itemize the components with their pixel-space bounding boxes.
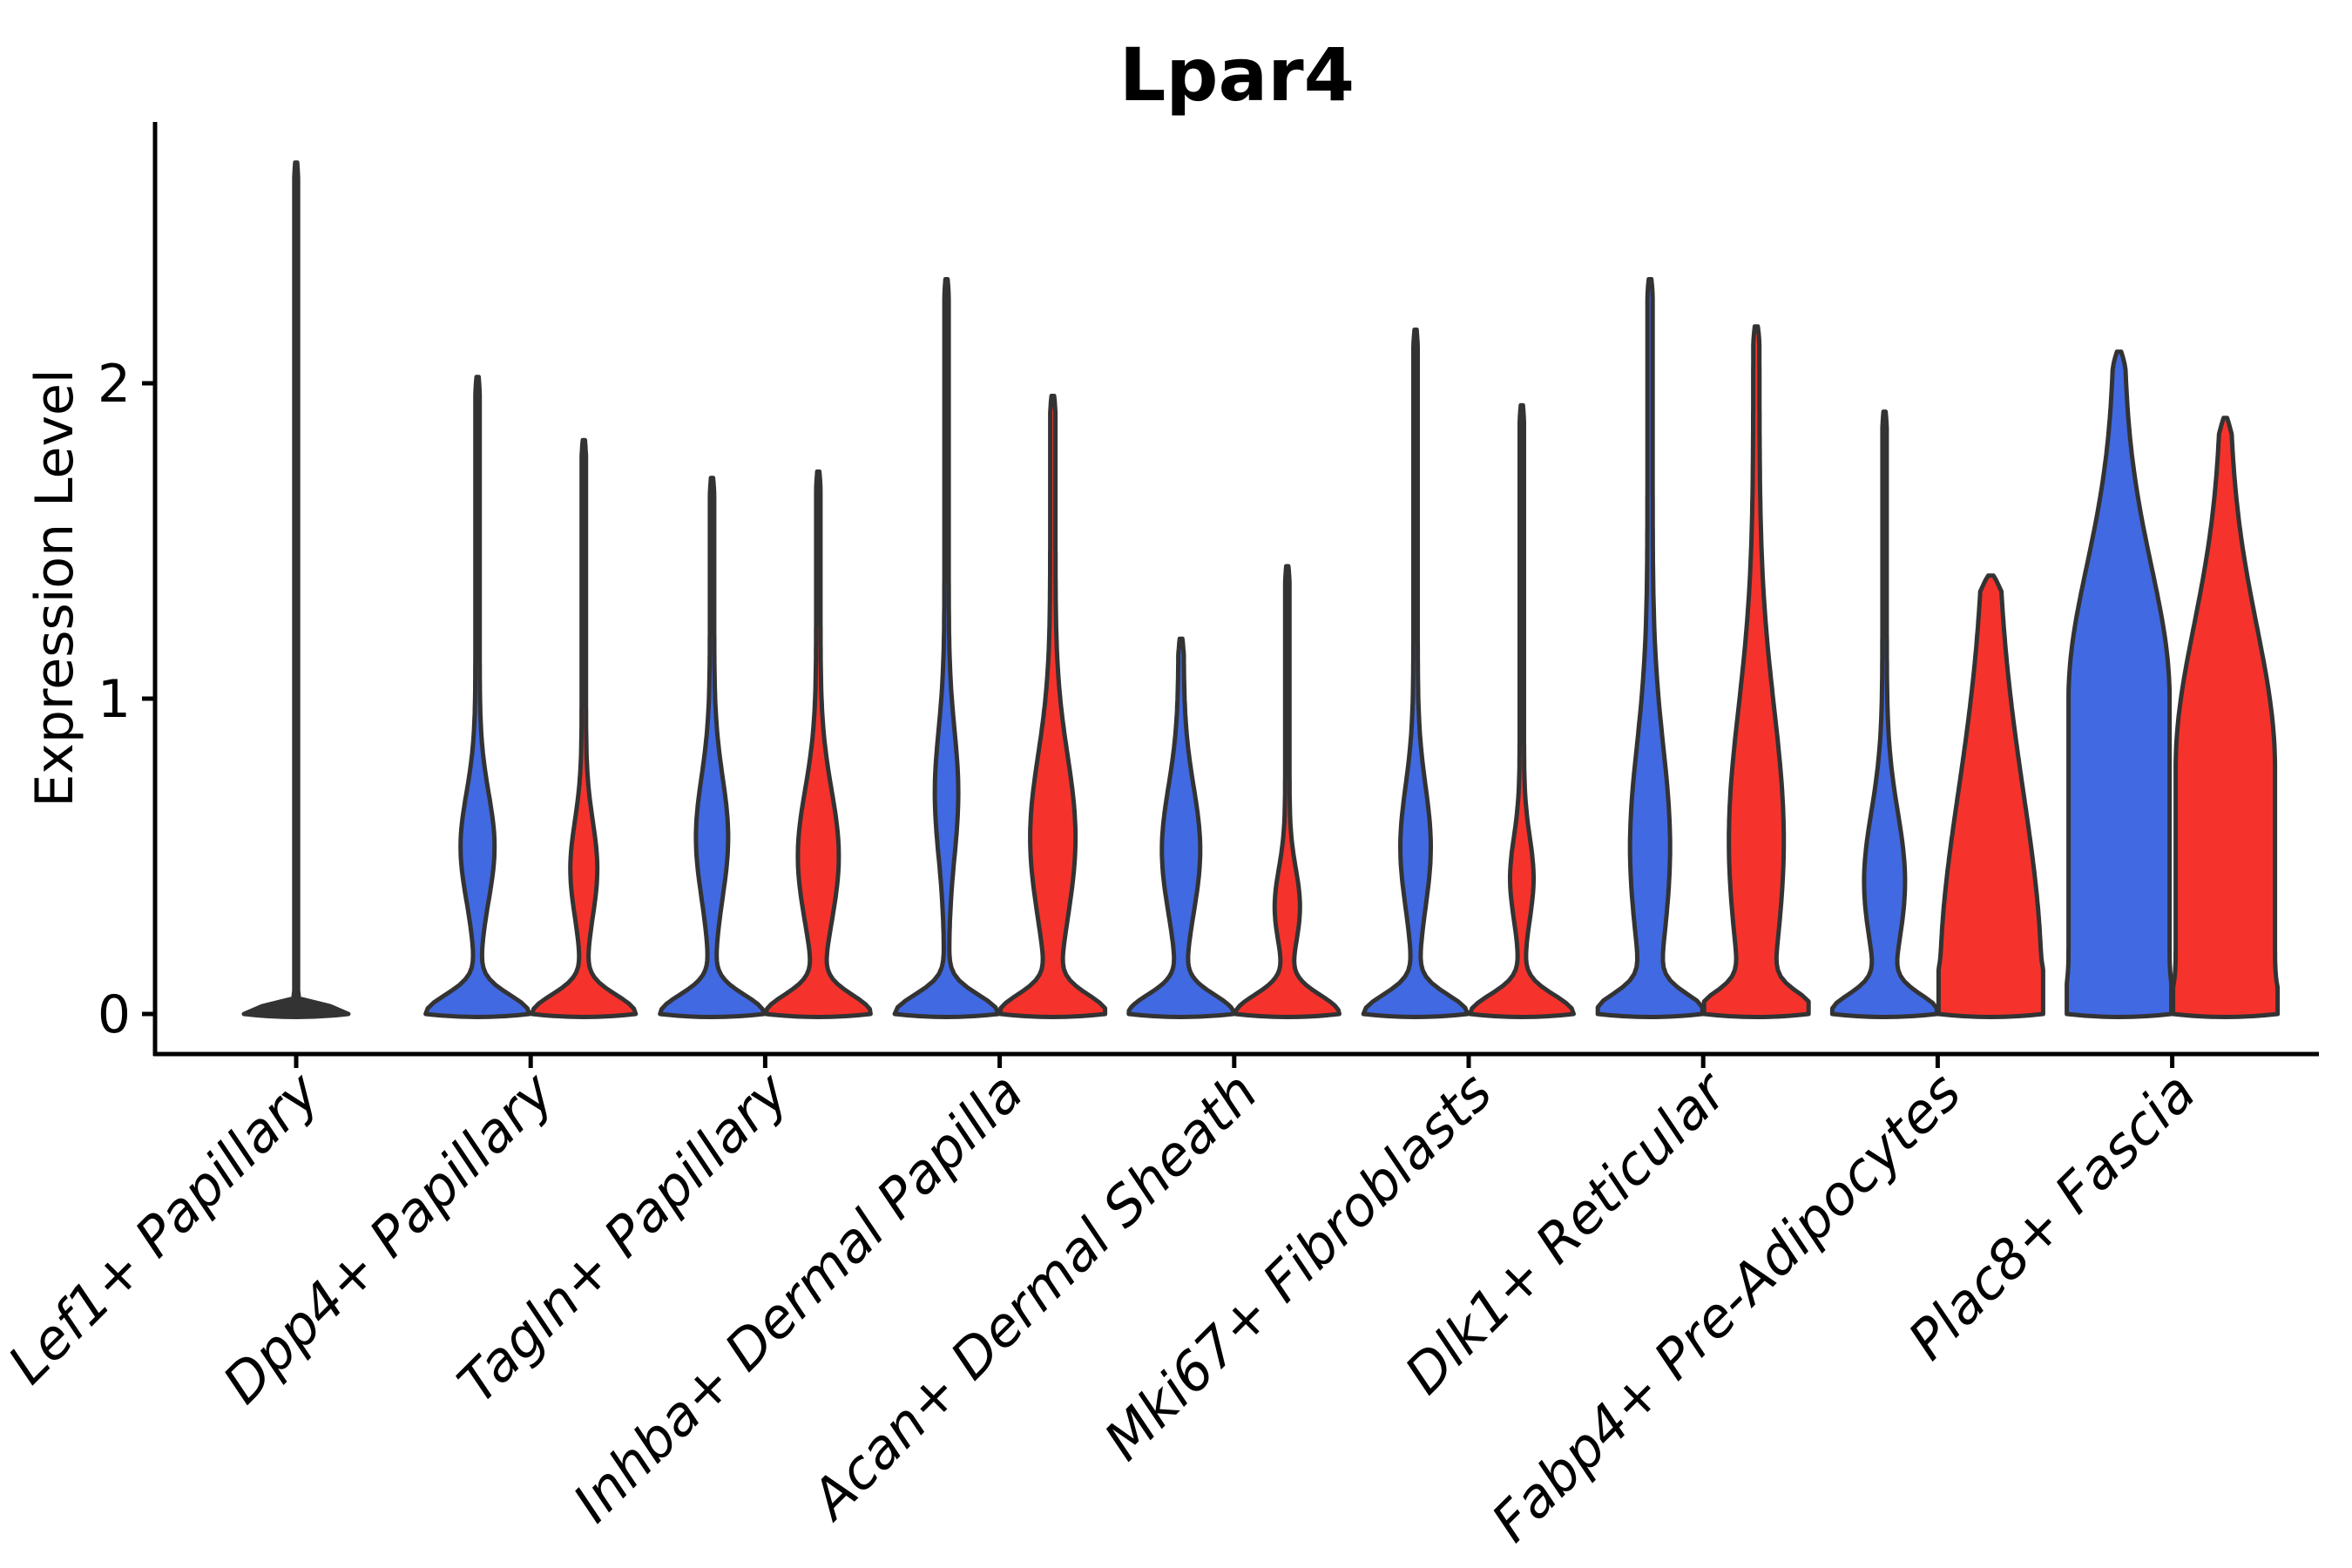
violin-dlk1-reticular-blue — [1595, 277, 1705, 1019]
y-tick-label: 0 — [98, 984, 131, 1045]
axes-layer — [142, 122, 2319, 1068]
violin-inhba-dermal-papilla-blue — [892, 277, 1001, 1019]
x-category-label: Mki67+ Fibroblasts — [1092, 1060, 1504, 1472]
violin-tagln-papillary-red — [763, 469, 873, 1019]
y-axis-label: Expression Level — [24, 368, 85, 807]
y-tick-label: 1 — [98, 669, 131, 730]
violin-dpp4-papillary-blue — [423, 375, 532, 1019]
x-category-label: Acan+ Dermal Sheath — [797, 1060, 1270, 1533]
violin-mki67-fibroblasts-red — [1468, 402, 1576, 1019]
chart-title: Lpar4 — [1119, 32, 1355, 118]
violin-dlk1-reticular-red — [1701, 324, 1811, 1019]
violin-dpp4-papillary-red — [530, 437, 639, 1019]
violin-plac8-fascia-red — [2171, 416, 2281, 1019]
y-tick-label: 2 — [98, 354, 131, 415]
violin-fabp4-pre-adipocytes-red — [1936, 573, 2045, 1019]
x-category-label: Inhba+ Dermal Papilla — [561, 1060, 1035, 1534]
violin-lef1-papillary-single — [241, 160, 351, 1019]
x-category-label: Fabp4+ Pre-Adipocytes — [1479, 1060, 1973, 1554]
violin-tagln-papillary-blue — [658, 476, 767, 1019]
violin-fabp4-pre-adipocytes-blue — [1829, 409, 1939, 1019]
violin-acan-dermal-sheath-blue — [1126, 636, 1236, 1019]
violin-acan-dermal-sheath-red — [1233, 564, 1342, 1019]
violins-layer — [241, 160, 2281, 1019]
violin-mki67-fibroblasts-blue — [1361, 328, 1470, 1019]
violin-inhba-dermal-papilla-red — [998, 394, 1108, 1019]
violin-plac8-fascia-blue — [2065, 349, 2174, 1019]
